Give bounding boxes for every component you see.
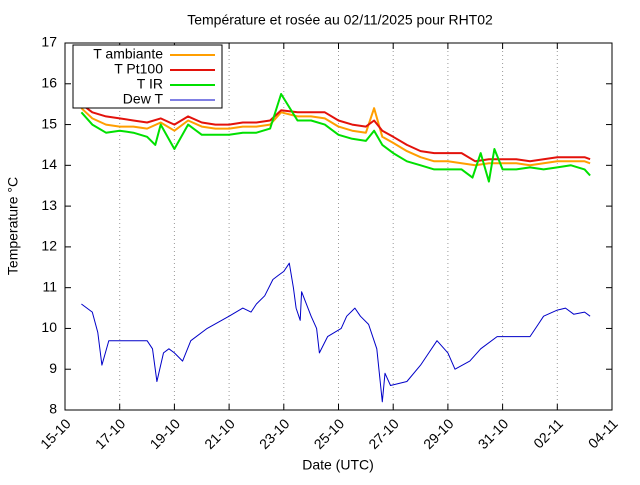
y-tick-label: 14 bbox=[41, 156, 57, 172]
y-tick-label: 10 bbox=[41, 319, 57, 335]
y-tick-label: 9 bbox=[49, 360, 57, 376]
y-tick-label: 13 bbox=[41, 197, 57, 213]
legend-label: T IR bbox=[137, 76, 163, 92]
series-line bbox=[80, 107, 591, 167]
chart-title: Température et rosée au 02/11/2025 pour … bbox=[187, 12, 493, 28]
series-line bbox=[80, 103, 591, 163]
series-line bbox=[80, 93, 591, 183]
y-tick-label: 12 bbox=[41, 238, 57, 254]
y-axis-label: Temperature °C bbox=[5, 177, 21, 275]
legend-label: T ambiante bbox=[93, 46, 163, 62]
legend-label: T Pt100 bbox=[114, 61, 163, 77]
legend-label: Dew T bbox=[123, 91, 164, 107]
x-axis-label: Date (UTC) bbox=[302, 457, 374, 473]
y-tick-label: 11 bbox=[42, 278, 57, 294]
y-tick-label: 8 bbox=[49, 401, 57, 417]
y-tick-label: 17 bbox=[41, 34, 57, 50]
series-line bbox=[81, 262, 591, 403]
plot-frame bbox=[64, 42, 613, 411]
y-tick-label: 16 bbox=[41, 74, 57, 90]
legend-box bbox=[72, 44, 223, 109]
y-tick-label: 15 bbox=[41, 115, 57, 131]
